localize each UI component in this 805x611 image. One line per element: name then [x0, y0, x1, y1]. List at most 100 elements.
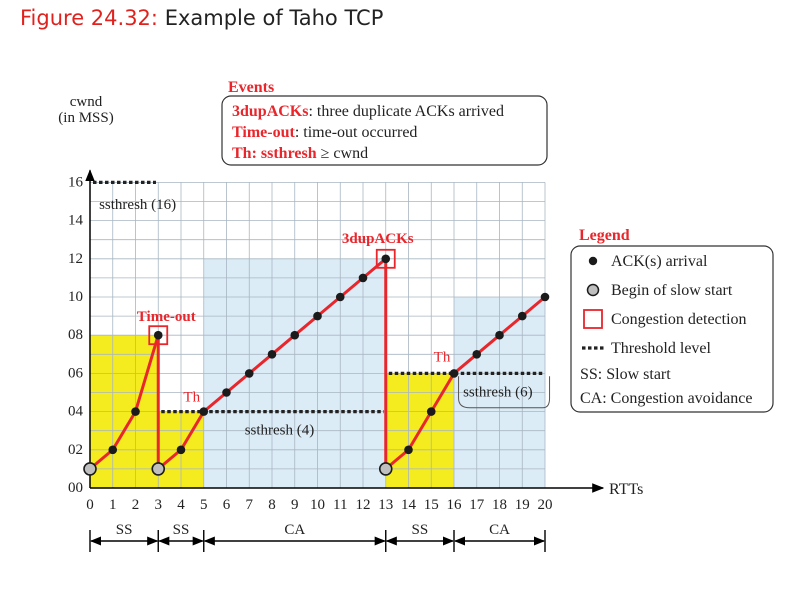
figure-number: Figure 24.32:	[20, 6, 158, 30]
figure-title: Figure 24.32: Example of Taho TCP	[20, 6, 383, 30]
threshold-label: ssthresh (4)	[245, 423, 315, 439]
y-tick-label: 04	[68, 404, 84, 420]
x-tick-label: 16	[447, 497, 463, 513]
x-axis-label: RTTs	[609, 481, 643, 498]
x-tick-label: 15	[424, 497, 439, 513]
ack-arrival-point	[131, 407, 140, 416]
y-axis-label: cwnd	[70, 94, 103, 110]
y-tick-label: 08	[68, 327, 83, 343]
event-item: Th: ssthresh ≥ cwnd	[232, 145, 368, 162]
ack-arrival-point	[290, 330, 300, 340]
ack-arrival-point	[176, 445, 186, 455]
ack-arrival-point	[472, 350, 482, 359]
x-tick-label: 18	[492, 497, 507, 513]
event-desc: : three duplicate ACKs arrived	[308, 103, 504, 120]
x-tick-label: 10	[310, 497, 325, 513]
congestion-detection-marker	[375, 248, 396, 269]
y-tick-label: 16	[68, 174, 84, 190]
legend-label: Begin of slow start	[611, 282, 733, 299]
ack-arrival-point	[335, 292, 345, 302]
legend-label: SS: Slow start	[580, 366, 671, 383]
x-tick-label: 11	[333, 497, 347, 513]
event-item: 3dupACKs: three duplicate ACKs arrived	[232, 103, 504, 120]
legend-square-icon	[583, 309, 603, 329]
annotation-th: Th	[434, 349, 451, 365]
legend-label: ACK(s) arrival	[611, 253, 708, 270]
phase-label-ss: SS	[173, 522, 190, 538]
legend-box: Legend ACK(s) arrival Begin of slow start C…	[570, 227, 774, 413]
ack-arrival-point	[153, 330, 163, 340]
event-key: Time-out	[232, 124, 295, 141]
legend-dot-icon	[588, 256, 598, 266]
threshold-label: ssthresh (16)	[99, 197, 176, 213]
x-tick-label: 19	[515, 497, 530, 513]
y-axis-unit: (in MSS)	[58, 110, 113, 126]
events-box: Events 3dupACKs: three duplicate ACKs arr…	[221, 79, 548, 166]
y-tick-label: 02	[68, 442, 83, 458]
legend-label: Threshold level	[611, 340, 712, 357]
x-tick-label: 7	[246, 497, 254, 513]
ack-arrival-point	[449, 369, 459, 378]
ack-arrival-point	[244, 369, 254, 378]
legend-title: Legend	[579, 227, 630, 244]
ack-arrival-point	[108, 445, 118, 455]
x-tick-label: 14	[401, 497, 417, 513]
event-desc: ≥ cwnd	[317, 145, 368, 162]
y-tick-label: 10	[68, 289, 83, 305]
phase-label-ss: SS	[116, 522, 133, 538]
cwnd-line-segment-3	[384, 295, 546, 471]
ack-arrival-point	[358, 273, 368, 283]
legend-label: Congestion detection	[611, 311, 747, 328]
ack-arrival-point	[222, 388, 231, 397]
y-tick-label: 14	[68, 213, 84, 229]
ack-arrival-point	[199, 407, 209, 416]
x-tick-label: 1	[109, 497, 117, 513]
x-tick-label: 3	[155, 497, 163, 513]
slow-start-begin-point	[151, 462, 166, 476]
congestion-detection-marker	[148, 325, 169, 346]
chart-labels: Time-out Th 3dupACKs Th ssthresh (16) ssthres…	[99, 197, 551, 439]
x-tick-label: 8	[268, 497, 276, 513]
slow-start-begin-point	[83, 462, 97, 476]
x-tick-label: 17	[469, 497, 485, 513]
x-tick-label: 9	[291, 497, 299, 513]
threshold-lines	[93, 180, 543, 414]
ack-arrival-point	[313, 311, 322, 321]
congestion-markers	[148, 248, 396, 346]
y-tick-label: 00	[68, 480, 83, 496]
y-tick-label: 06	[68, 365, 84, 381]
event-item: Time-out: time-out occurred	[232, 124, 417, 141]
phase-bar: SS SS CA SS CA	[89, 522, 546, 552]
figure-caption: Example of Taho TCP	[164, 6, 384, 30]
ack-arrival-point	[426, 407, 436, 416]
events-frame	[221, 95, 548, 166]
phase-label-ca: CA	[284, 522, 305, 538]
events-title: Events	[228, 79, 274, 96]
annotation-3dupacks: 3dupACKs	[342, 231, 414, 247]
cwnd-line-segment-1	[89, 334, 160, 471]
legend-frame	[570, 245, 774, 413]
x-tick-label: 0	[86, 497, 94, 513]
x-tick-label: 20	[538, 497, 553, 513]
ack-arrival-point	[517, 311, 527, 321]
threshold-label: ssthresh (6)	[463, 384, 533, 400]
phase-label-ss: SS	[412, 522, 429, 538]
legend-label: CA: Congestion avoidance	[580, 390, 752, 407]
annotation-th: Th	[183, 390, 200, 406]
legend-gray-dot-icon	[586, 283, 600, 297]
x-tick-label: 12	[356, 497, 371, 513]
ack-arrival-point	[404, 445, 413, 455]
data-points	[83, 254, 550, 476]
event-key: 3dupACKs	[232, 103, 308, 120]
ack-arrival-point	[495, 330, 504, 340]
x-tick-label: 13	[378, 497, 393, 513]
x-tick-label: 6	[223, 497, 231, 513]
ack-arrival-point	[381, 254, 391, 264]
x-tick-label: 4	[177, 497, 185, 513]
ack-arrival-point	[267, 350, 277, 359]
ack-arrival-point	[540, 292, 550, 302]
x-tick-label: 5	[200, 497, 208, 513]
event-key: Th: ssthresh	[232, 145, 317, 162]
